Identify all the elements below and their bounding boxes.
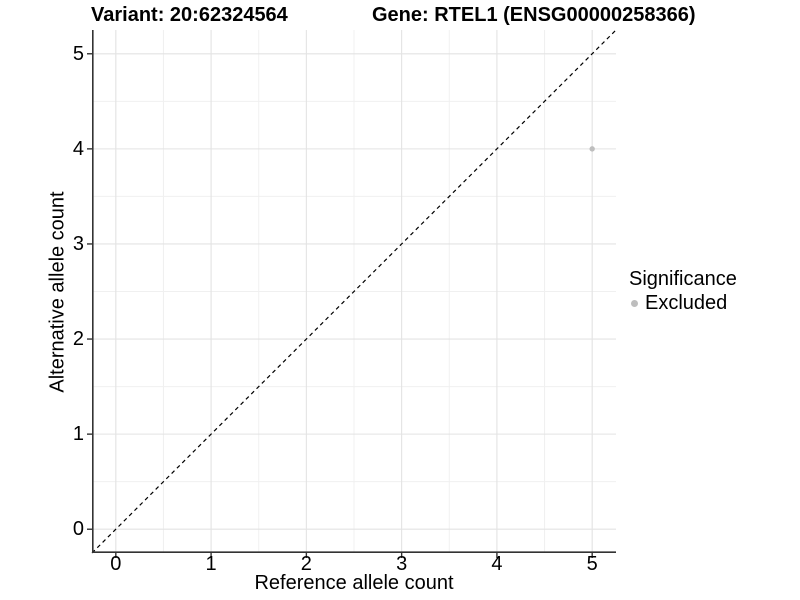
y-tick-label: 5 (72, 42, 84, 65)
tick-marks (87, 53, 593, 558)
x-tick-label: 5 (586, 553, 598, 575)
gridlines-major (92, 30, 616, 553)
plot-canvas (87, 29, 617, 558)
y-tick-label: 3 (72, 232, 84, 255)
plot-panel (87, 29, 617, 558)
x-tick-label: 2 (300, 553, 312, 575)
gene-title: Gene: RTEL1 (ENSG00000258366) (372, 4, 696, 26)
excluded-key-dot-icon (631, 299, 638, 307)
x-tick-label: 4 (491, 553, 503, 575)
data-points (589, 146, 595, 152)
y-axis-title: Alternative allele count (46, 191, 69, 393)
y-tick-label: 4 (72, 137, 84, 160)
data-point-excluded (589, 146, 595, 152)
x-axis-title: Reference allele count (254, 572, 454, 594)
x-tick-label: 1 (205, 553, 217, 575)
y-tick-label: 2 (72, 328, 84, 351)
variant-title: Variant: 20:62324564 (91, 4, 288, 26)
y-tick-label: 0 (72, 518, 84, 541)
legend: Significance Excluded (629, 268, 737, 314)
legend-item-label: Excluded (645, 292, 728, 314)
x-tick-label: 0 (110, 553, 122, 575)
legend-item-excluded: Excluded (629, 292, 737, 314)
x-tick-label: 3 (396, 553, 408, 575)
axis-lines (92, 30, 616, 554)
legend-title: Significance (629, 268, 737, 290)
y-tick-label: 1 (72, 423, 84, 446)
identity-reference-line (91, 29, 617, 554)
